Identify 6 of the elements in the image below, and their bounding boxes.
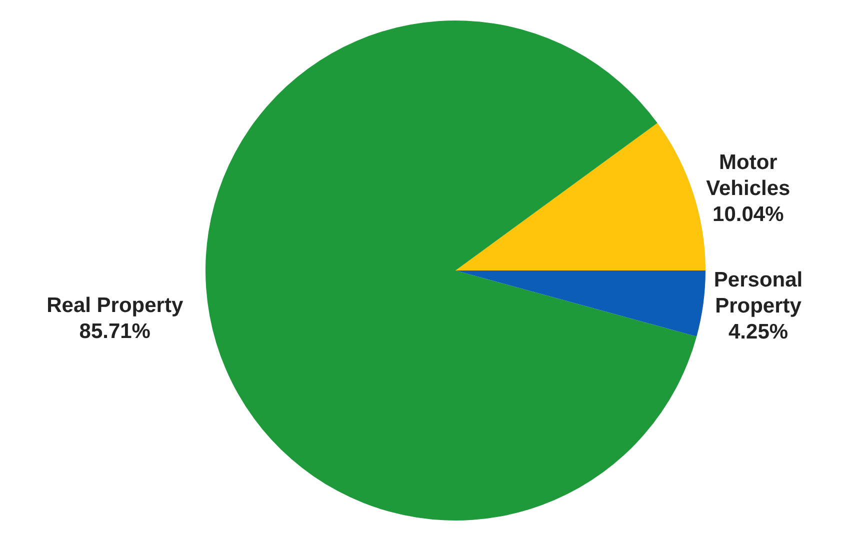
slice-label: Personal Property bbox=[714, 268, 803, 318]
data-label: 4.25% bbox=[728, 320, 788, 344]
data-label: 10.04% bbox=[712, 202, 784, 226]
slice-label: Motor Vehicles bbox=[706, 150, 790, 200]
slice-label: Real Property bbox=[46, 294, 184, 317]
data-label: 85.71% bbox=[79, 320, 151, 343]
